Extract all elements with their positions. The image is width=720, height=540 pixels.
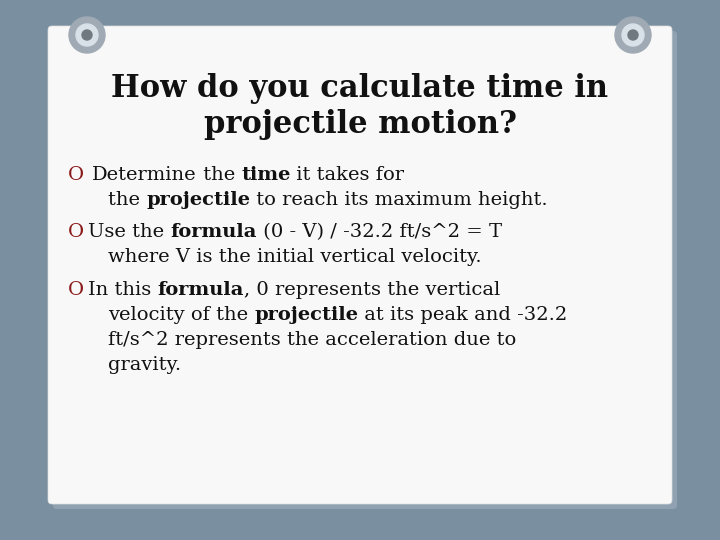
Text: the: the	[197, 166, 241, 184]
Text: In this: In this	[88, 281, 158, 299]
Circle shape	[615, 17, 651, 53]
Text: ft/s^2 represents the acceleration due to: ft/s^2 represents the acceleration due t…	[108, 331, 516, 349]
Circle shape	[622, 24, 644, 46]
Text: O: O	[68, 281, 84, 299]
Text: formula: formula	[158, 281, 244, 299]
Text: to reach its maximum height.: to reach its maximum height.	[251, 191, 548, 209]
Text: formula: formula	[171, 223, 257, 241]
Text: time: time	[241, 166, 290, 184]
Text: velocity of the: velocity of the	[108, 306, 254, 324]
Text: , 0 represents the vertical: , 0 represents the vertical	[244, 281, 500, 299]
Text: Use the: Use the	[88, 223, 171, 241]
Text: (0 - V) / -32.2 ft/s^2 = T: (0 - V) / -32.2 ft/s^2 = T	[257, 223, 502, 241]
Circle shape	[69, 17, 105, 53]
Text: How do you calculate time in: How do you calculate time in	[112, 72, 608, 104]
Text: at its peak and -32.2: at its peak and -32.2	[359, 306, 567, 324]
Circle shape	[82, 30, 92, 40]
Circle shape	[76, 24, 98, 46]
FancyBboxPatch shape	[48, 26, 672, 504]
Text: the: the	[108, 191, 146, 209]
Text: it takes for: it takes for	[290, 166, 405, 184]
Text: where V is the initial vertical velocity.: where V is the initial vertical velocity…	[108, 248, 482, 266]
Text: projectile motion?: projectile motion?	[204, 110, 516, 140]
Text: Determine: Determine	[92, 166, 197, 184]
Text: gravity.: gravity.	[108, 356, 181, 374]
FancyBboxPatch shape	[53, 31, 677, 509]
Text: projectile: projectile	[146, 191, 251, 209]
Circle shape	[628, 30, 638, 40]
Text: O: O	[68, 166, 84, 184]
Text: projectile: projectile	[254, 306, 359, 324]
Text: O: O	[68, 223, 84, 241]
